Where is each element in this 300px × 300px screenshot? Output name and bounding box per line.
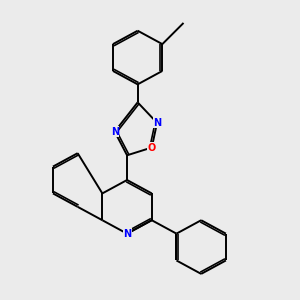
Text: O: O <box>148 142 156 152</box>
Text: N: N <box>123 229 131 238</box>
Text: N: N <box>111 127 119 136</box>
Text: N: N <box>153 118 161 128</box>
